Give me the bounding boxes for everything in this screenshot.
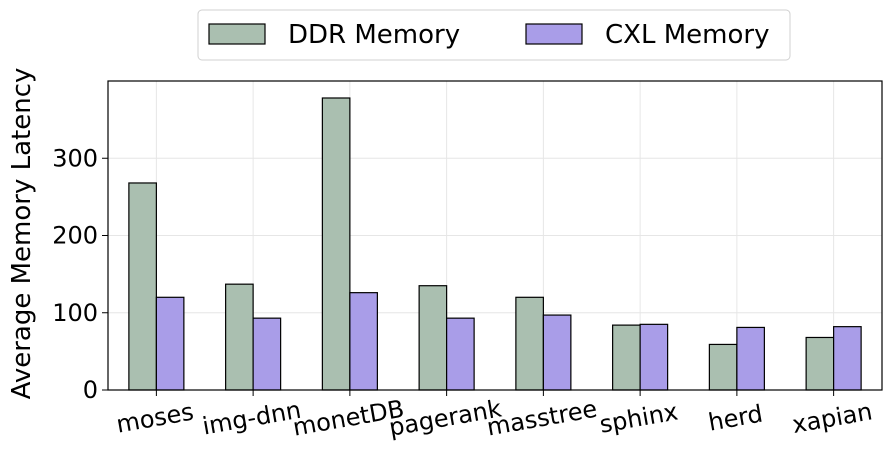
- bar-cxl-herd: [736, 326, 765, 391]
- x-tick-label-7: xapian: [790, 397, 874, 439]
- bar-cxl-moses: [155, 296, 185, 391]
- bar-cxl-img-dnn: [252, 317, 282, 391]
- x-tick-label-5: sphinx: [597, 397, 680, 438]
- bar-ddr-xapian: [805, 336, 835, 391]
- legend-box: [197, 9, 791, 61]
- bar-ddr-masstree: [515, 296, 544, 391]
- bar-cxl-pagerank: [446, 317, 475, 391]
- y-tick-label-0: 0: [83, 376, 98, 404]
- bar-ddr-moses: [128, 182, 157, 391]
- y-axis: 0 100 200 300: [52, 144, 108, 404]
- bars: [128, 97, 862, 391]
- legend: DDR Memory CXL Memory: [197, 9, 791, 61]
- grid-lines: [108, 81, 882, 391]
- x-axis: moses img-dnnmonetDBpagerankmasstreesphin…: [114, 390, 874, 442]
- bar-cxl-xapian: [833, 326, 862, 391]
- x-tick-label-1: img-dnn: [200, 396, 303, 441]
- bar-ddr-monetDB: [321, 97, 351, 391]
- x-tick-label-4: masstree: [485, 395, 600, 442]
- y-axis-label: Average Memory Latency: [7, 68, 37, 400]
- legend-swatch-1: [525, 23, 583, 45]
- bar-ddr-img-dnn: [225, 283, 254, 391]
- y-tick-label-1: 100: [52, 299, 98, 327]
- legend-swatch-0: [208, 23, 266, 45]
- bar-ddr-sphinx: [612, 324, 641, 391]
- bar-cxl-masstree: [542, 314, 572, 391]
- bar-cxl-monetDB: [349, 292, 378, 391]
- y-tick-label-2: 200: [52, 222, 98, 250]
- bar-ddr-herd: [708, 343, 738, 391]
- x-tick-label-6: herd: [706, 400, 765, 437]
- bar-cxl-sphinx: [639, 323, 669, 391]
- legend-label-0: DDR Memory: [288, 20, 460, 50]
- y-tick-label-3: 300: [52, 144, 98, 172]
- legend-label-1: CXL Memory: [605, 20, 769, 50]
- x-tick-label-0: moses: [114, 398, 196, 439]
- bar-ddr-pagerank: [418, 285, 448, 391]
